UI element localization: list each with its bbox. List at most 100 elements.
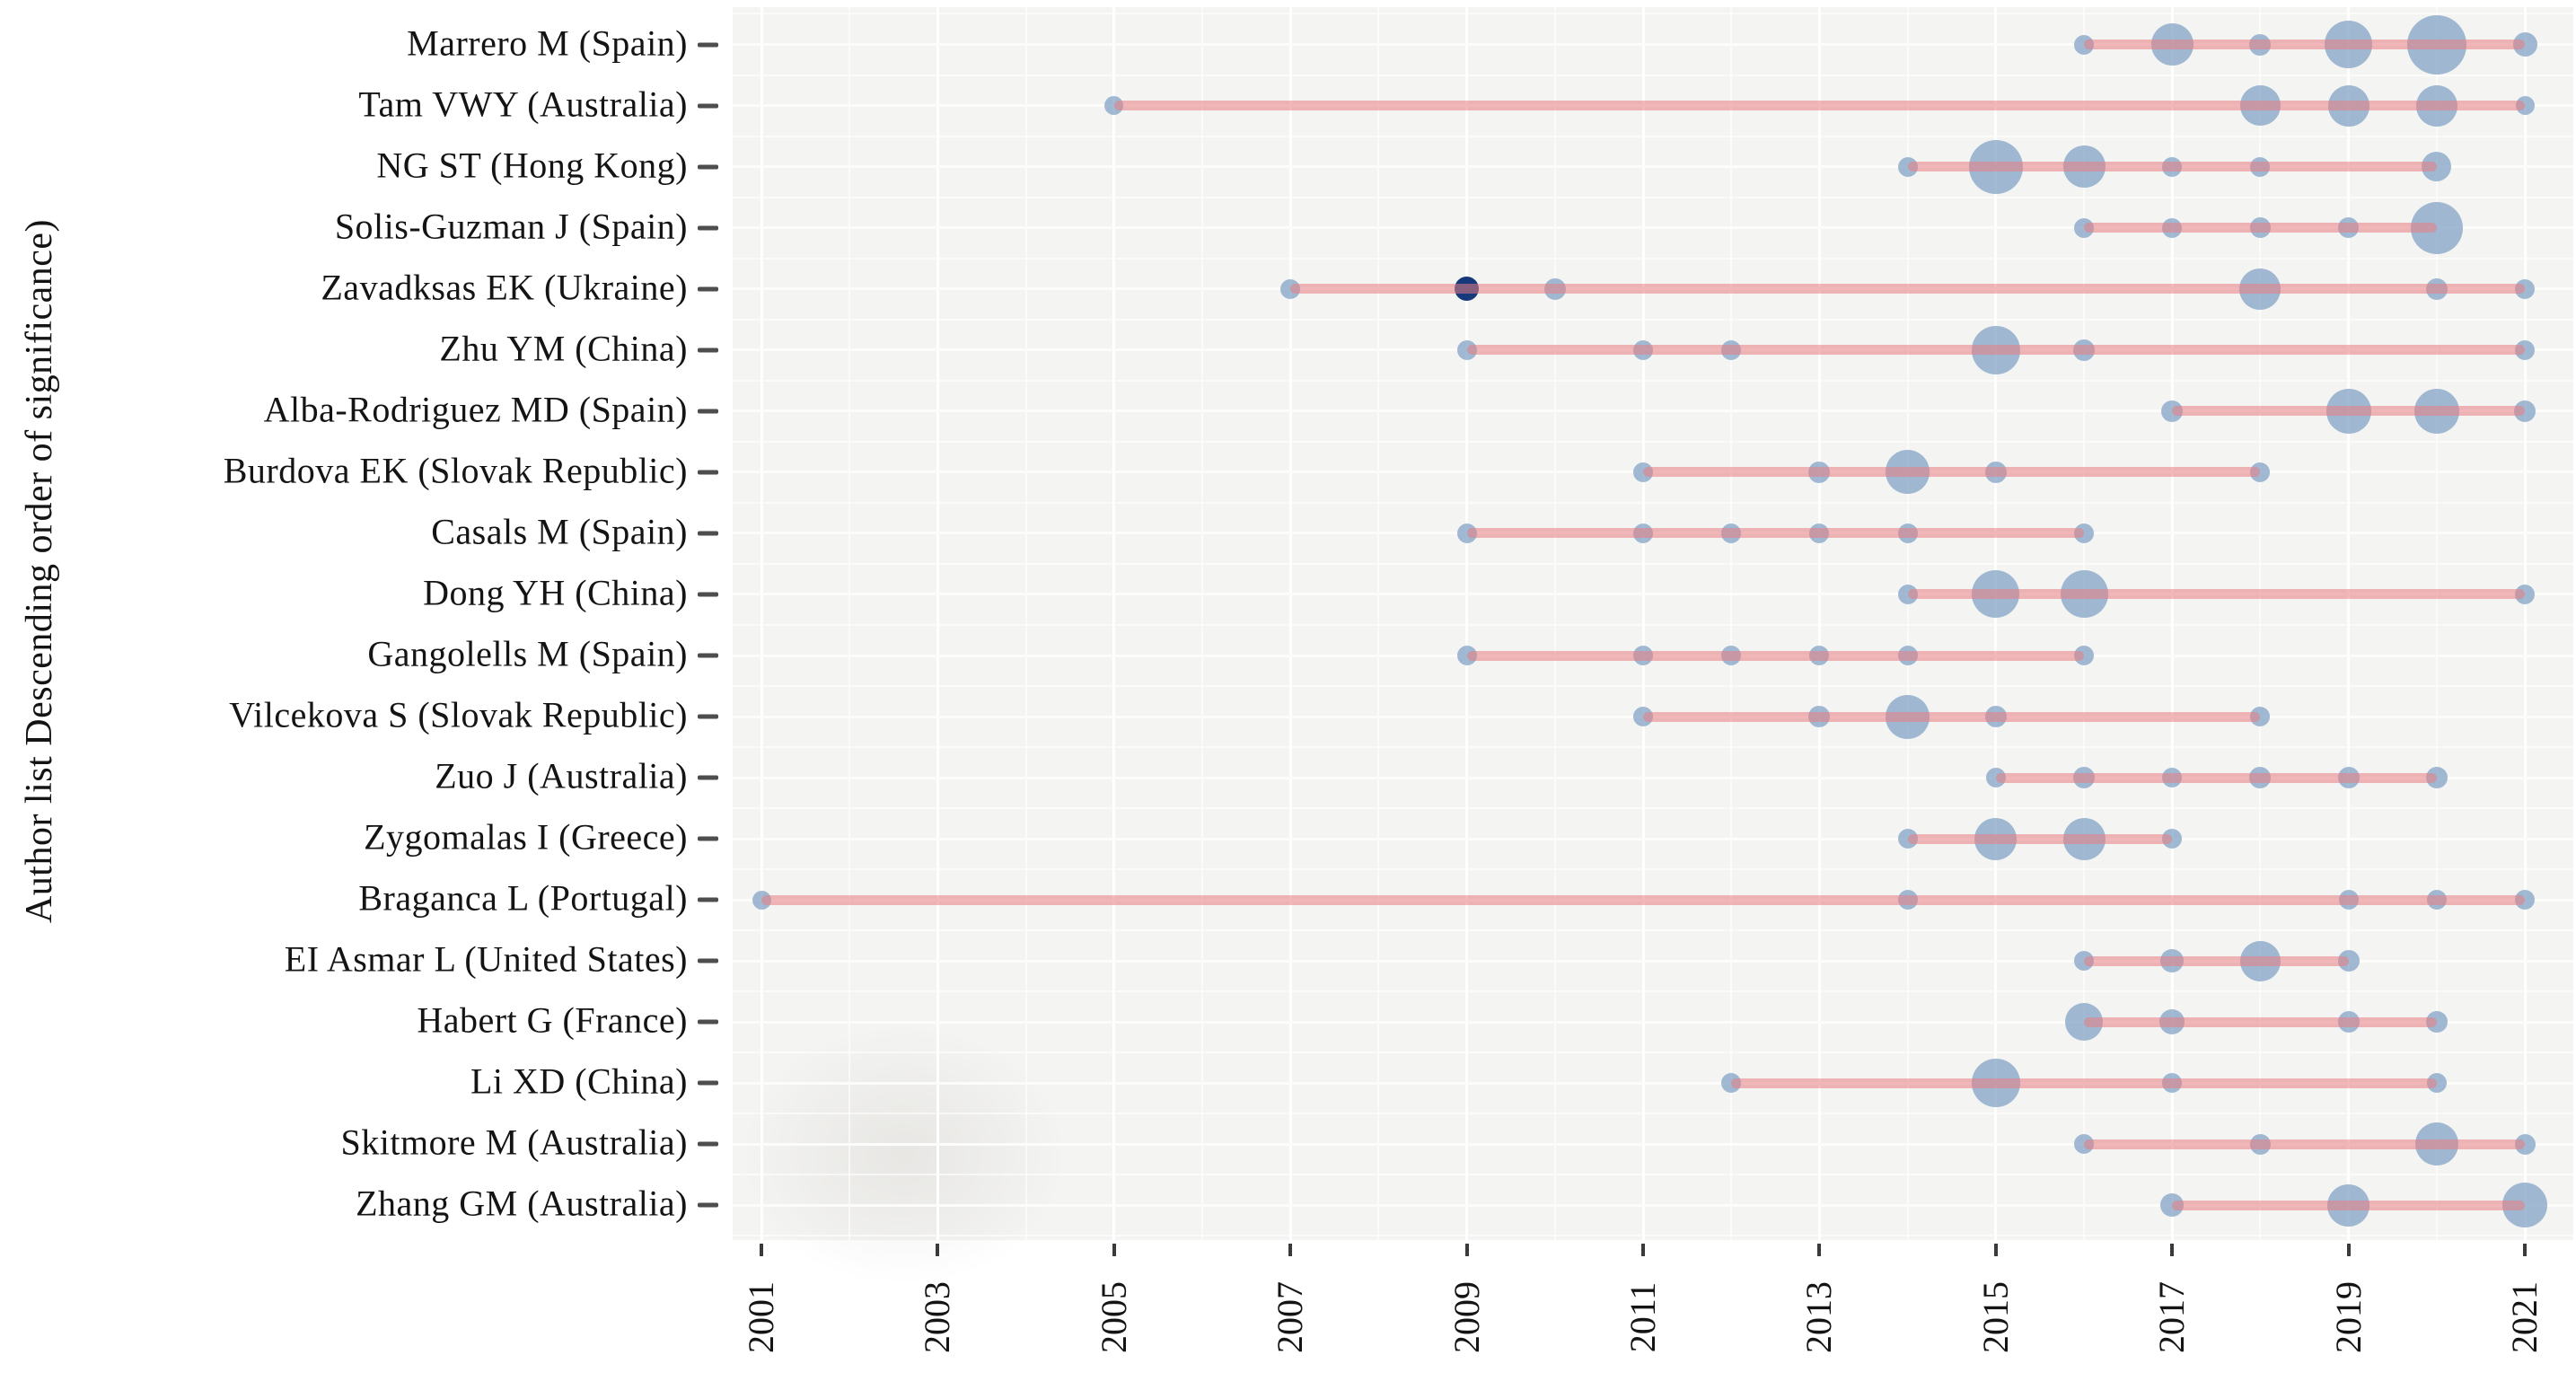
- x-axis-tick: [1641, 1244, 1645, 1256]
- author-timeline: [1290, 284, 2525, 295]
- author-timeline: [2084, 40, 2525, 49]
- grid-line-vertical: [2347, 7, 2351, 1240]
- y-axis-label: Li XD (China): [470, 1060, 688, 1102]
- grid-line-horizontal-minor: [733, 990, 2573, 993]
- y-axis-label: Dong YH (China): [423, 572, 688, 613]
- grid-line-horizontal-minor: [733, 1235, 2573, 1237]
- grid-line-horizontal: [733, 226, 2573, 230]
- grid-line-horizontal: [733, 165, 2573, 169]
- author-timeline: [2084, 1139, 2525, 1149]
- y-axis-label: Tam VWY (Australia): [358, 83, 688, 124]
- grid-line-horizontal: [733, 1081, 2573, 1085]
- grid-line-vertical: [1817, 7, 1821, 1240]
- x-axis-tick: [936, 1244, 940, 1256]
- grid-line-vertical-minor: [848, 7, 851, 1240]
- grid-line-vertical: [2170, 7, 2174, 1240]
- y-axis-label: EI Asmar L (United States): [284, 938, 688, 980]
- y-axis-tick: [698, 653, 718, 658]
- y-axis-title: Author list Descending order of signific…: [19, 218, 60, 924]
- grid-line-horizontal-minor: [733, 196, 2573, 198]
- grid-line-horizontal: [733, 959, 2573, 963]
- author-timeline: [761, 894, 2525, 905]
- grid-line-horizontal: [733, 593, 2573, 596]
- grid-line-horizontal-minor: [733, 74, 2573, 76]
- y-axis-label: Marrero M (Spain): [407, 22, 688, 63]
- x-axis-tick-label: 2017: [2151, 1281, 2193, 1353]
- y-axis-tick: [698, 531, 718, 536]
- x-axis-tick-label: 2001: [741, 1281, 781, 1353]
- x-axis-tick: [2170, 1244, 2175, 1256]
- author-timeline: [1907, 833, 2173, 844]
- grid-line-horizontal-minor: [733, 868, 2573, 871]
- author-timeline: [1466, 345, 2525, 356]
- grid-line-horizontal: [733, 837, 2573, 840]
- author-timeline: [2172, 1200, 2525, 1210]
- x-axis-tick-label: 2013: [1798, 1281, 1840, 1353]
- x-axis-tick-label: 2005: [1093, 1281, 1134, 1353]
- x-axis-tick: [1112, 1244, 1116, 1256]
- x-axis-tick-label: 2015: [1974, 1281, 2016, 1353]
- grid-line-vertical: [936, 7, 939, 1240]
- x-axis-tick-label: 2019: [2327, 1281, 2369, 1353]
- grid-line-horizontal-minor: [733, 685, 2573, 688]
- grid-line-horizontal-minor: [733, 1113, 2573, 1115]
- y-axis-label: Vilcekova S (Slovak Republic): [229, 694, 688, 735]
- grid-line-horizontal-minor: [733, 440, 2573, 443]
- y-axis-label: Habert G (France): [417, 999, 688, 1041]
- x-axis-tick-label: 2003: [917, 1281, 958, 1353]
- author-timeline: [2172, 406, 2525, 417]
- x-axis-tick-label: 2011: [1622, 1281, 1663, 1353]
- grid-line-vertical: [1288, 7, 1292, 1240]
- x-axis-tick-label: 2007: [1270, 1281, 1311, 1353]
- y-axis-label: Gangolells M (Spain): [367, 633, 688, 674]
- y-axis-label: Solis-Guzman J (Spain): [334, 206, 688, 247]
- x-axis-tick: [2523, 1244, 2527, 1256]
- y-axis-tick: [698, 470, 718, 475]
- author-timeline: [1643, 711, 2261, 722]
- grid-line-horizontal-minor: [733, 379, 2573, 382]
- grid-line-horizontal-minor: [733, 13, 2573, 15]
- grid-line-horizontal: [733, 43, 2573, 46]
- y-axis-tick: [698, 1202, 718, 1208]
- y-axis-tick: [698, 836, 718, 841]
- y-axis-tick: [698, 164, 718, 170]
- grid-line-horizontal: [733, 1203, 2573, 1207]
- x-axis-tick: [1817, 1244, 1822, 1256]
- y-axis-label: Zygomalas I (Greece): [364, 816, 688, 858]
- y-axis-tick: [698, 225, 718, 231]
- grid-line-horizontal: [733, 776, 2573, 779]
- y-axis-label: Zhang GM (Australia): [356, 1183, 688, 1224]
- y-axis-label: NG ST (Hong Kong): [376, 144, 688, 185]
- grid-line-vertical-minor: [2435, 7, 2438, 1240]
- author-timeline: [1995, 772, 2437, 783]
- grid-line-horizontal-minor: [733, 929, 2573, 932]
- y-axis-label: Braganca L (Portugal): [358, 877, 688, 919]
- y-axis-tick: [698, 897, 718, 902]
- author-timeline: [1731, 1078, 2437, 1088]
- article-bubble: [2514, 1133, 2536, 1155]
- y-axis-tick: [698, 103, 718, 109]
- grid-line-horizontal-minor: [733, 807, 2573, 810]
- grid-line-vertical-minor: [2083, 7, 2085, 1240]
- y-axis-label: Zhu YM (China): [439, 328, 688, 369]
- grid-line-horizontal: [733, 1142, 2573, 1146]
- author-timeline: [1466, 650, 2084, 661]
- grid-line-horizontal-minor: [733, 623, 2573, 626]
- author-timeline: [1907, 589, 2525, 600]
- author-timeline: [2084, 1016, 2437, 1027]
- grid-line-vertical-minor: [1201, 7, 1203, 1240]
- grid-line-vertical: [1641, 7, 1645, 1240]
- grid-line-vertical-minor: [1377, 7, 1380, 1240]
- grid-line-horizontal-minor: [733, 135, 2573, 137]
- grid-line-vertical: [2523, 7, 2527, 1240]
- grid-line-vertical: [760, 7, 763, 1240]
- y-axis-tick: [698, 348, 718, 353]
- y-axis-tick: [698, 958, 718, 963]
- grid-line-horizontal-minor: [733, 318, 2573, 321]
- y-axis-tick: [698, 714, 718, 719]
- y-axis-tick: [698, 592, 718, 597]
- grid-line-vertical-minor: [1730, 7, 1733, 1240]
- grid-line-horizontal-minor: [733, 1174, 2573, 1176]
- grid-line-vertical: [1994, 7, 1998, 1240]
